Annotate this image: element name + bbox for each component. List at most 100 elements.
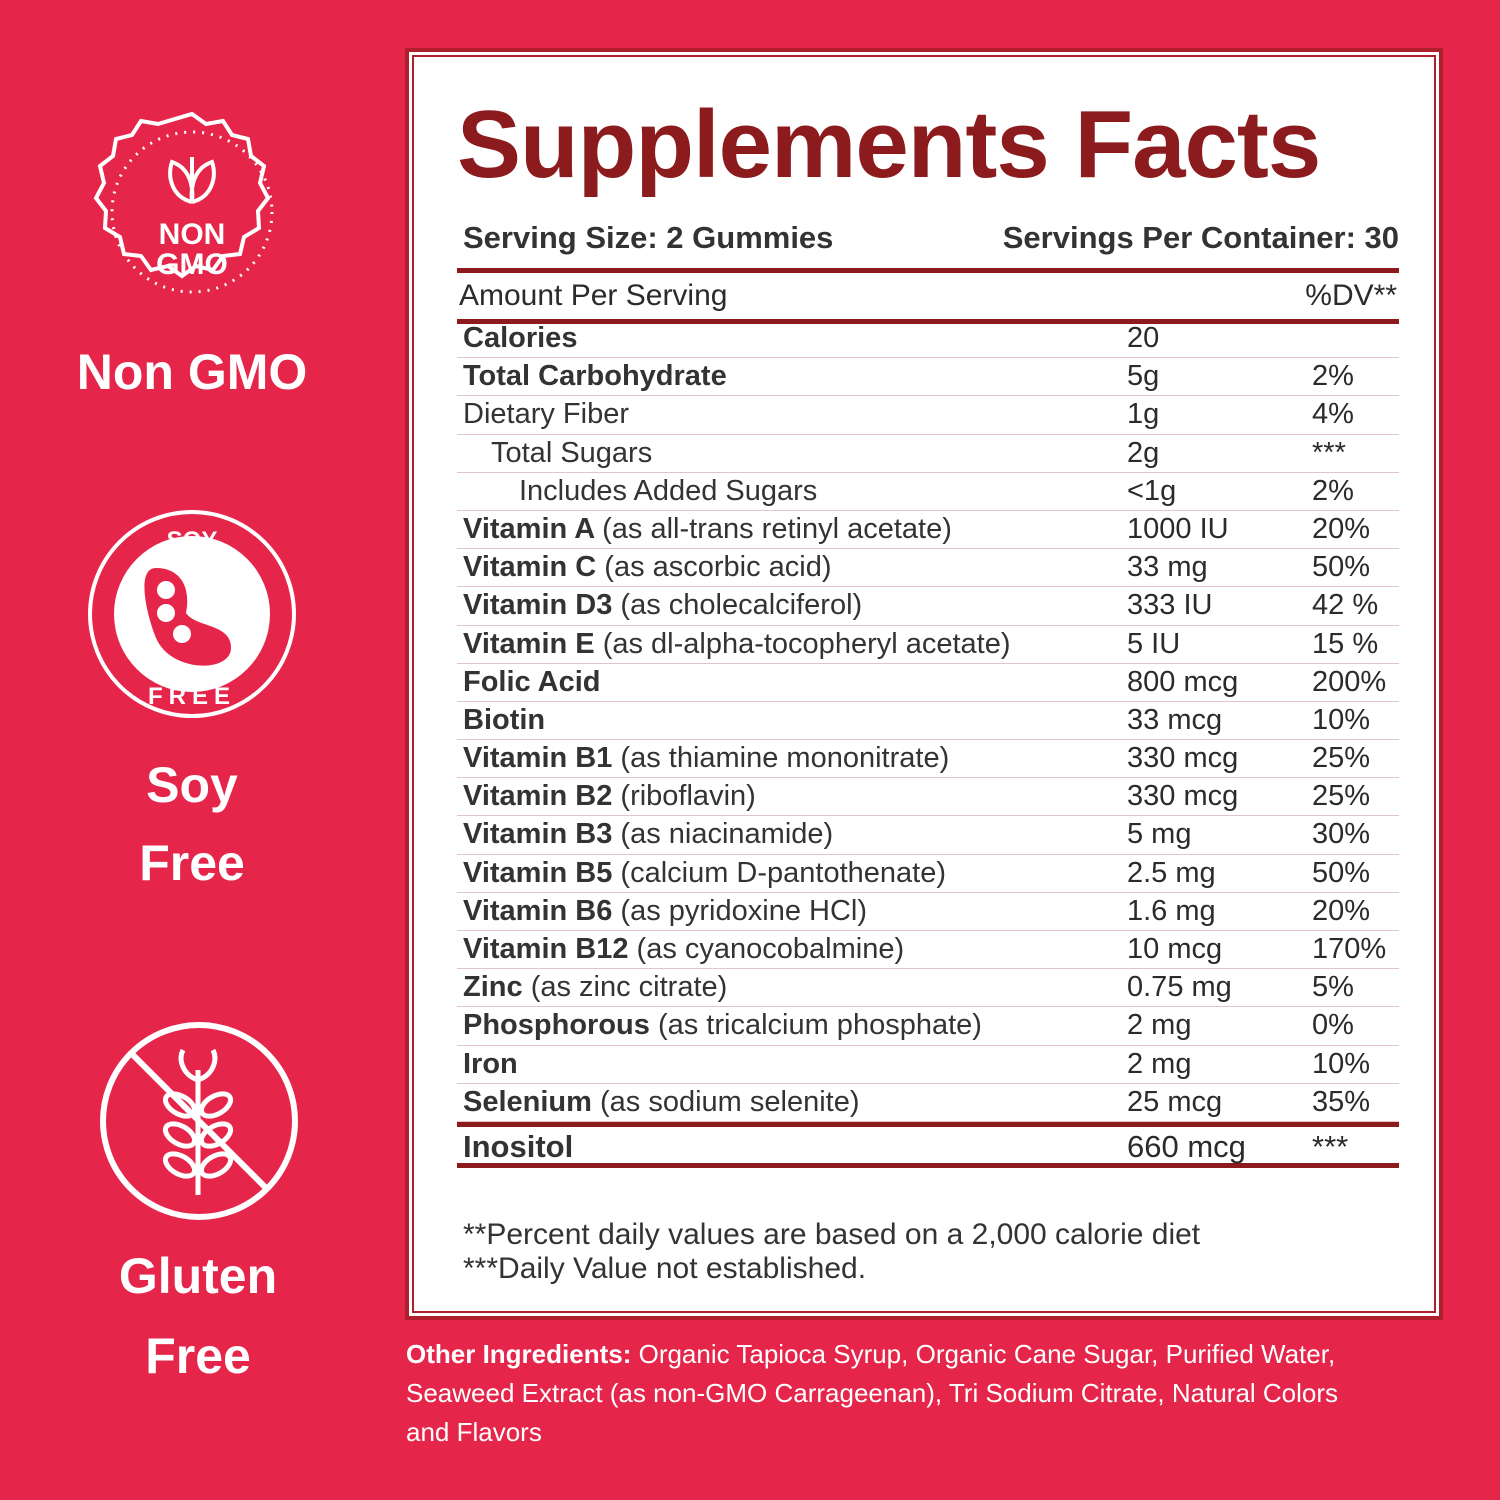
daily-value: *** — [1312, 1128, 1349, 1164]
amount: 1.6 mg — [1127, 894, 1216, 927]
table-header: Amount Per Serving %DV** — [457, 268, 1399, 324]
nutrient-name: Includes Added Sugars — [519, 474, 818, 507]
amount: 5 IU — [1127, 627, 1181, 660]
facts-row: Iron 2 mg 10% — [457, 1046, 1399, 1084]
nutrient-detail: (as cholecalciferol) — [620, 589, 863, 622]
nutrient-detail: (as cyanocobalmine) — [636, 933, 905, 965]
nutrient-name: Phosphorous (as tricalcium phosphate) — [463, 1009, 982, 1042]
icon-text: GMO — [156, 248, 228, 281]
facts-row: Vitamin B1 (as thiamine mononitrate) 330 … — [457, 740, 1399, 779]
badge-label: Soy — [146, 757, 238, 813]
daily-value: 10% — [1312, 1047, 1371, 1080]
servings-per-container: Servings Per Container: 30 — [1002, 220, 1399, 255]
amount: 330 mcg — [1127, 780, 1239, 813]
nutrient-detail: (as sodium selenite) — [600, 1085, 860, 1118]
nutrient-name: Vitamin C (as ascorbic acid) — [463, 551, 832, 584]
facts-row: Vitamin B3 (as niacinamide) 5 mg 30% — [457, 816, 1399, 855]
facts-row: Vitamin A (as all-trans retinyl acetate)… — [457, 511, 1399, 550]
nutrient-name: Vitamin B5 (calcium D-pantothenate) — [463, 856, 947, 889]
nutrient-detail: (calcium D-pantothenate) — [620, 856, 947, 889]
nutrient-detail: (as thiamine mononitrate) — [620, 742, 950, 775]
amount: 0.75 mg — [1127, 971, 1232, 1004]
badge-label: Free — [145, 1328, 251, 1384]
serving-size: Serving Size: 2 Gummies — [463, 220, 834, 255]
nutrient-name: Selenium (as sodium selenite) — [463, 1085, 860, 1118]
daily-value: 15 % — [1312, 627, 1379, 660]
daily-value: *** — [1312, 436, 1346, 469]
daily-value: 20% — [1312, 512, 1371, 545]
daily-value: 170% — [1312, 933, 1387, 965]
amount: 2g — [1127, 436, 1160, 469]
amount: <1g — [1127, 474, 1177, 507]
daily-value: 25% — [1312, 780, 1371, 813]
footnote: ***Daily Value not established. — [463, 1252, 867, 1285]
footnotes: **Percent daily values are based on a 2,… — [463, 1218, 1200, 1286]
nutrient-name: Vitamin D3 (as cholecalciferol) — [463, 589, 863, 622]
amount: 2 mg — [1127, 1047, 1192, 1080]
nutrient-name: Vitamin B3 (as niacinamide) — [463, 818, 834, 851]
icon-text: FREE — [148, 683, 236, 710]
nutrient-name: Vitamin B1 (as thiamine mononitrate) — [463, 742, 950, 775]
facts-row: Phosphorous (as tricalcium phosphate) 2 m… — [457, 1007, 1399, 1046]
soy-free-icon: SOY FREE — [88, 510, 296, 718]
amount: 333 IU — [1127, 589, 1213, 622]
nutrient-name: Biotin — [463, 703, 546, 736]
amount: 800 mcg — [1127, 665, 1239, 698]
title: Supplements Facts — [457, 91, 1321, 198]
nutrient-detail: (as ascorbic acid) — [604, 551, 832, 584]
icon-text: SOY — [167, 527, 218, 554]
facts-row: Vitamin B5 (calcium D-pantothenate) 2.5 m… — [457, 855, 1399, 893]
non-gmo-icon: NON GMO — [93, 111, 274, 294]
amount: 5 mg — [1127, 818, 1192, 851]
daily-value: 4% — [1312, 398, 1354, 431]
facts-rows: Calories 20 Total Carbohydrate 5g 2% Dietary … — [457, 320, 1399, 1168]
daily-value: 35% — [1312, 1085, 1371, 1118]
daily-value: 200% — [1312, 665, 1387, 698]
gluten-free-icon — [100, 1022, 298, 1220]
amount: 20 — [1127, 322, 1160, 354]
nutrient-name: Inositol — [463, 1128, 574, 1164]
nutrient-name: Iron — [463, 1047, 518, 1080]
amount: 5g — [1127, 360, 1160, 393]
facts-row: Zinc (as zinc citrate) 0.75 mg 5% — [457, 969, 1399, 1008]
header-cell: %DV** — [1305, 279, 1397, 312]
nutrient-detail: (as tricalcium phosphate) — [657, 1009, 982, 1042]
facts-row: Vitamin C (as ascorbic acid) 33 mg 50% — [457, 549, 1399, 588]
amount: 25 mcg — [1127, 1085, 1223, 1118]
daily-value: 5% — [1312, 971, 1354, 1004]
nutrient-detail: (as all-trans retinyl acetate) — [602, 512, 952, 545]
facts-row: Vitamin D3 (as cholecalciferol) 333 IU 42 … — [457, 587, 1399, 626]
amount: 33 mcg — [1127, 703, 1223, 736]
daily-value: 25% — [1312, 742, 1371, 775]
nutrient-name: Vitamin E (as dl-alpha-tocopheryl acetat… — [463, 627, 1011, 660]
nutrient-detail: (riboflavin) — [620, 780, 756, 813]
facts-row: Dietary Fiber 1g 4% — [457, 396, 1399, 435]
amount: 2.5 mg — [1127, 856, 1216, 889]
facts-row: Inositol 660 mcg *** — [457, 1121, 1399, 1168]
amount: 2 mg — [1127, 1009, 1192, 1042]
nutrient-name: Vitamin A (as all-trans retinyl acetate) — [463, 512, 952, 545]
nutrient-name: Vitamin B6 (as pyridoxine HCl) — [463, 894, 867, 927]
facts-row: Includes Added Sugars <1g 2% — [457, 473, 1399, 511]
amount: 330 mcg — [1127, 742, 1239, 775]
facts-row: Selenium (as sodium selenite) 25 mcg 35% — [457, 1084, 1399, 1122]
daily-value: 10% — [1312, 703, 1371, 736]
facts-row: Vitamin B6 (as pyridoxine HCl) 1.6 mg 20% — [457, 893, 1399, 931]
facts-row: Total Sugars 2g *** — [457, 435, 1399, 473]
facts-row: Vitamin B2 (riboflavin) 330 mcg 25% — [457, 778, 1399, 817]
amount: 33 mg — [1127, 551, 1208, 584]
amount: 1g — [1127, 398, 1160, 431]
facts-row: Vitamin E (as dl-alpha-tocopheryl acetat… — [457, 626, 1399, 664]
nutrient-name: Calories — [463, 322, 578, 354]
daily-value: 0% — [1312, 1009, 1354, 1042]
badge-label: Gluten — [118, 1248, 278, 1304]
daily-value: 20% — [1312, 894, 1371, 927]
footnote: **Percent daily values are based on a 2,… — [463, 1218, 1201, 1251]
facts-panel: Supplements Facts Serving Size: 2 Gummie… — [405, 48, 1443, 1320]
daily-value: 50% — [1312, 856, 1371, 889]
nutrient-detail: (as zinc citrate) — [530, 971, 728, 1004]
nutrient-name: Vitamin B2 (riboflavin) — [463, 780, 756, 813]
facts-row: Biotin 33 mcg 10% — [457, 702, 1399, 741]
nutrient-name: Dietary Fiber — [463, 398, 629, 431]
